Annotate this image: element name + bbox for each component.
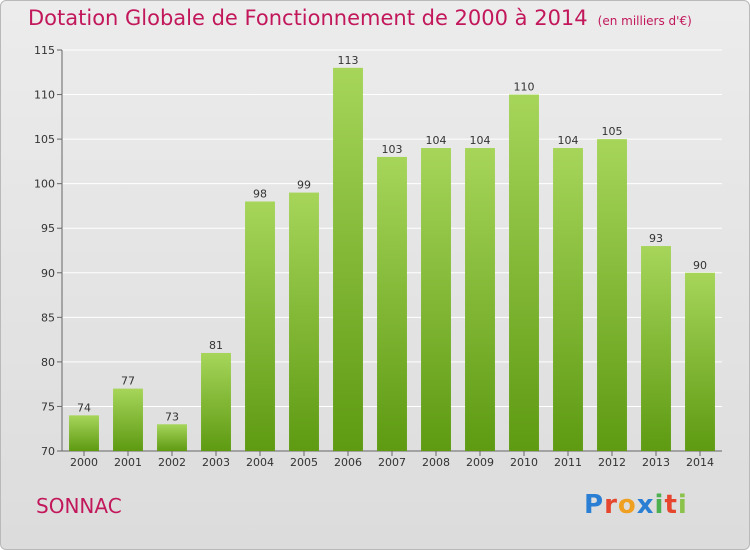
logo-letter: P <box>584 490 605 520</box>
x-tick-label: 2012 <box>598 456 626 469</box>
data-label: 104 <box>426 134 447 147</box>
data-label: 113 <box>338 54 359 67</box>
logo-letter: i <box>677 490 688 520</box>
data-label: 93 <box>649 232 663 245</box>
y-tick-label: 95 <box>41 222 55 235</box>
y-tick-label: 115 <box>34 44 55 57</box>
chart-title-text: Dotation Globale de Fonctionnement de 20… <box>28 6 588 30</box>
bar <box>333 67 363 452</box>
bar <box>245 201 275 451</box>
bars <box>69 67 715 452</box>
logo-letter: i <box>654 490 665 520</box>
x-tick-label: 2004 <box>246 456 274 469</box>
logo-letter: t <box>664 490 678 520</box>
data-label: 74 <box>77 401 91 414</box>
x-tick-label: 2008 <box>422 456 450 469</box>
x-tick-label: 2003 <box>202 456 230 469</box>
x-tick-label: 2014 <box>686 456 714 469</box>
y-tick-label: 100 <box>34 178 55 191</box>
data-label: 99 <box>297 179 311 192</box>
y-tick-label: 110 <box>34 89 55 102</box>
x-tick-label: 2002 <box>158 456 186 469</box>
y-tick-label: 75 <box>41 400 55 413</box>
data-label: 81 <box>209 339 223 352</box>
bar <box>421 148 451 451</box>
y-tick-label: 85 <box>41 311 55 324</box>
y-tick-label: 70 <box>41 445 55 458</box>
x-tick-label: 2013 <box>642 456 670 469</box>
data-label: 104 <box>558 134 579 147</box>
chart-title: Dotation Globale de Fonctionnement de 20… <box>28 6 692 30</box>
y-tick-label: 90 <box>41 267 55 280</box>
x-tick-label: 2010 <box>510 456 538 469</box>
x-tick-label: 2006 <box>334 456 362 469</box>
bar <box>289 192 319 452</box>
bar <box>377 156 407 451</box>
data-label: 110 <box>514 81 535 94</box>
x-tick-label: 2009 <box>466 456 494 469</box>
bar <box>597 139 627 451</box>
data-label: 73 <box>165 410 179 423</box>
bar <box>553 148 583 451</box>
x-tick-label: 2005 <box>290 456 318 469</box>
bar <box>509 94 539 452</box>
x-tick-label: 2001 <box>114 456 142 469</box>
data-label: 105 <box>602 125 623 138</box>
bar <box>157 424 187 451</box>
y-tick-label: 80 <box>41 356 55 369</box>
bar <box>685 272 715 451</box>
x-tick-label: 2007 <box>378 456 406 469</box>
bar <box>69 415 99 451</box>
chart-subtitle: (en milliers d'€) <box>597 14 692 28</box>
data-label: 77 <box>121 375 135 388</box>
logo-letter: o <box>617 490 637 520</box>
proxiti-logo[interactable]: Proxiti <box>584 490 688 520</box>
logo-letter: x <box>636 490 655 520</box>
commune-name: SONNAC <box>36 494 122 518</box>
y-tick-label: 105 <box>34 133 55 146</box>
data-label: 90 <box>693 259 707 272</box>
x-tick-label: 2000 <box>70 456 98 469</box>
data-label: 104 <box>470 134 491 147</box>
data-label: 103 <box>382 143 403 156</box>
bar <box>641 246 671 451</box>
labels: 74 77 73 81 98 99 113 103 104 104 110 104 105 93 90 <box>77 54 707 423</box>
bar <box>201 352 231 451</box>
x-tick-label: 2011 <box>554 456 582 469</box>
bar <box>465 148 495 451</box>
bar <box>113 388 143 451</box>
logo-letter: r <box>604 490 618 520</box>
data-label: 98 <box>253 187 267 200</box>
